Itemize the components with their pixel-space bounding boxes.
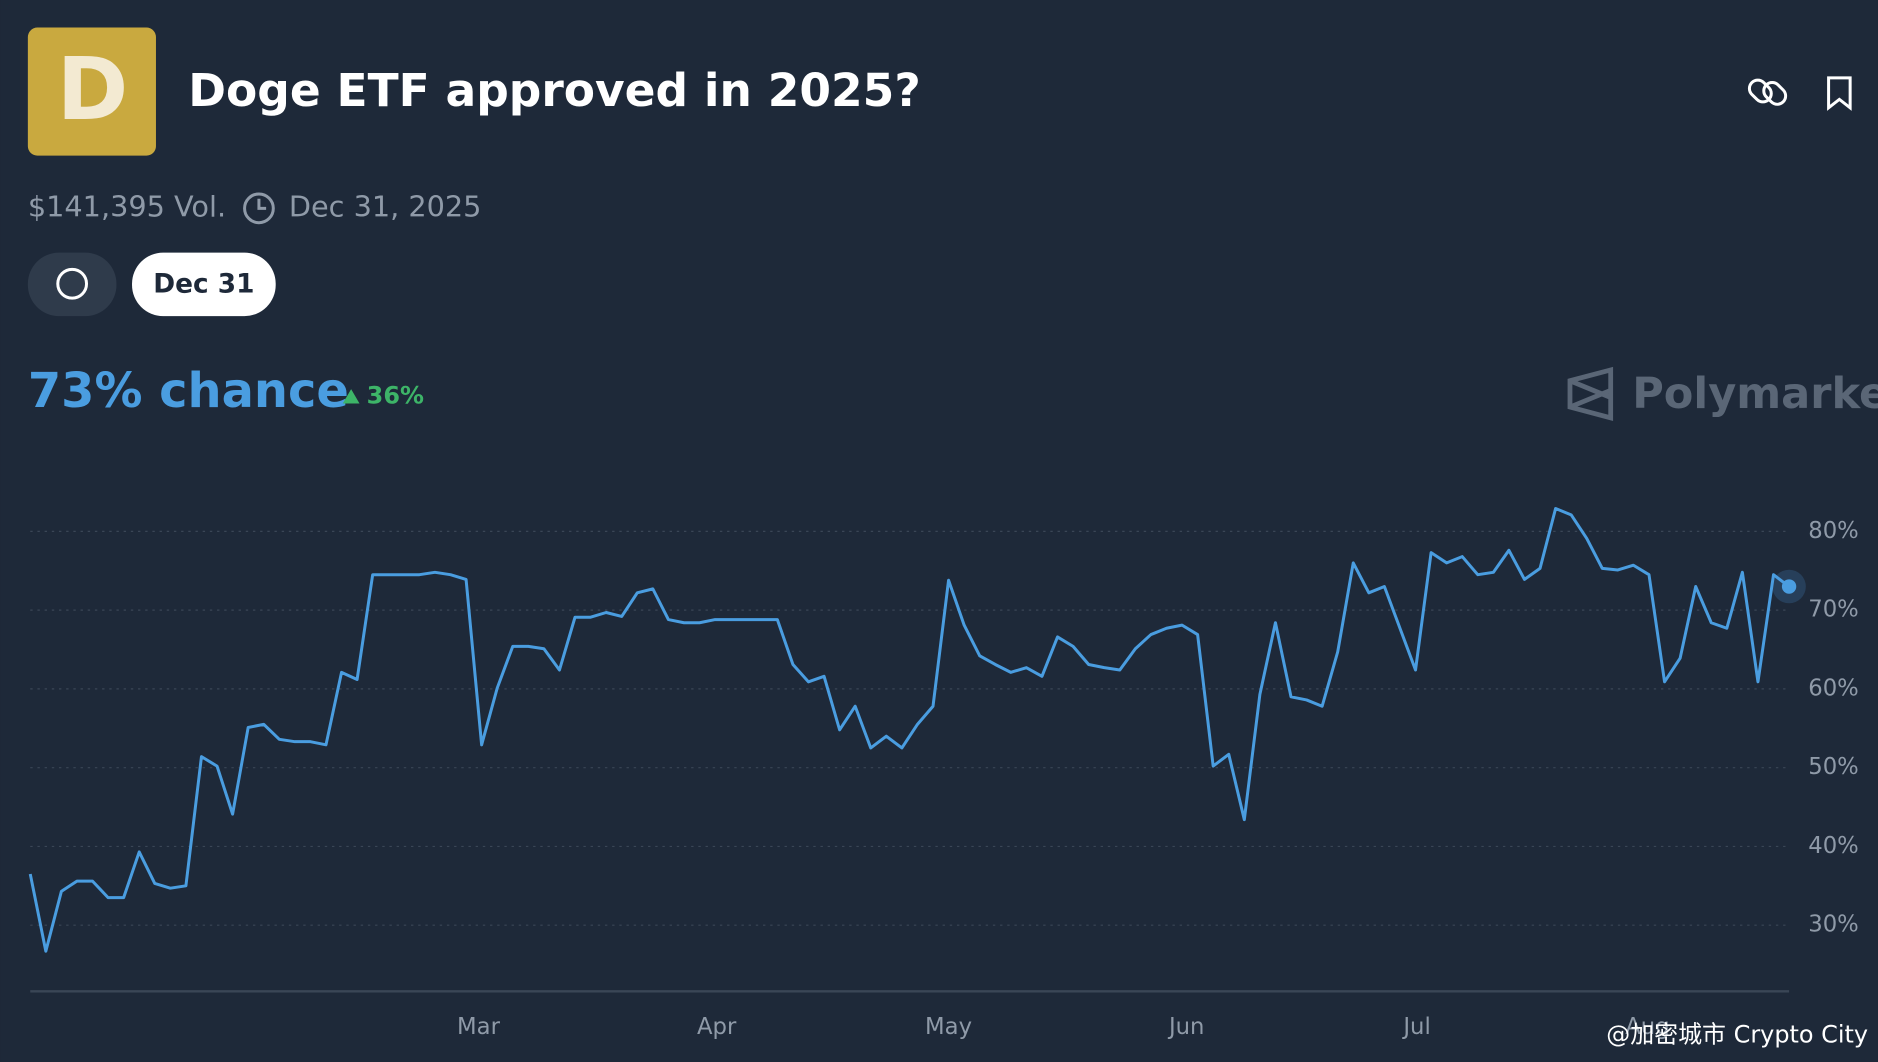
y-tick-label: 30% (1808, 912, 1859, 938)
change: 36% (367, 381, 424, 409)
brand-logo (1567, 366, 1614, 421)
date-pill[interactable] (132, 252, 276, 317)
market-title: Doge ETF approved in 2025? (188, 64, 920, 117)
volume: $141,395 Vol. (28, 189, 226, 223)
clock-icon (243, 192, 275, 225)
x-tick-label: Jun (1167, 1014, 1205, 1040)
brand: Polymarket (1632, 369, 1878, 419)
clock-hands (257, 198, 267, 210)
price-line (28, 507, 1790, 953)
date-pill-label: Dec 31 (153, 269, 254, 299)
y-tick-label: 70% (1808, 597, 1859, 623)
bookmark-button[interactable] (1827, 76, 1852, 111)
watermark: @加密城市 Crypto City (1606, 1021, 1868, 1049)
x-tick-label: Aug (1625, 1014, 1669, 1040)
market-icon (27, 27, 156, 156)
up-arrow (342, 389, 360, 404)
x-tick-label: Jul (1401, 1014, 1430, 1040)
history-button[interactable] (27, 252, 117, 317)
icon-letter: D (57, 40, 129, 140)
y-tick-label: 80% (1808, 518, 1859, 544)
end-dot (1781, 579, 1797, 594)
history-icon (56, 267, 89, 300)
x-tick-label: Mar (457, 1014, 501, 1040)
x-tick-label: Apr (697, 1014, 737, 1040)
y-tick-label: 40% (1808, 833, 1859, 859)
y-tick-label: 60% (1808, 675, 1859, 701)
y-tick-label: 50% (1808, 754, 1859, 780)
chance: 73% chance (28, 364, 349, 419)
end-date: Dec 31, 2025 (289, 189, 482, 223)
x-tick-label: May (925, 1014, 972, 1040)
link-button[interactable] (1746, 77, 1789, 108)
